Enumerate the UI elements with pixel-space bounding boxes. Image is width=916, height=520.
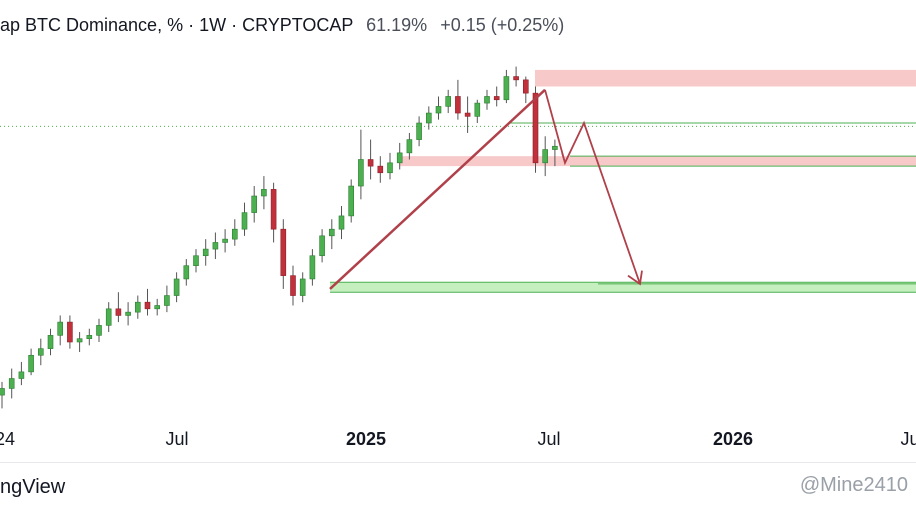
- candle: [425, 112, 432, 124]
- candle: [37, 348, 44, 356]
- x-tick-label: Jul: [165, 429, 188, 449]
- demand-zone: [330, 282, 916, 293]
- watermark: @Mine2410: [799, 474, 908, 496]
- candle: [86, 335, 93, 339]
- candle: [416, 122, 422, 140]
- candle: [154, 305, 160, 310]
- candle: [484, 96, 490, 104]
- candle: [96, 325, 102, 336]
- candle: [202, 248, 209, 257]
- candle: [358, 159, 364, 187]
- trend-line: [329, 88, 546, 290]
- candle: [309, 255, 316, 280]
- chart-header: ap BTC Dominance, % · 1W · CRYPTOCAP 61.…: [0, 10, 564, 40]
- candle: [241, 212, 248, 230]
- candle: [280, 228, 287, 276]
- candle: [319, 235, 325, 257]
- x-tick-label: Ju: [900, 429, 916, 449]
- small-arrow-head: [561, 152, 570, 165]
- candle: [232, 228, 238, 240]
- candle: [135, 301, 141, 313]
- projection-path: [544, 89, 641, 285]
- candle: [445, 96, 452, 107]
- candle: [125, 311, 131, 316]
- footer-divider: [0, 462, 916, 463]
- candle: [522, 79, 529, 94]
- candle: [290, 275, 296, 296]
- candle: [0, 388, 5, 396]
- candle: [193, 255, 199, 266]
- candle: [474, 102, 481, 117]
- candle: [338, 215, 345, 230]
- symbol-title[interactable]: ap BTC Dominance, % · 1W · CRYPTOCAP: [0, 15, 354, 35]
- candle: [542, 149, 549, 164]
- candle: [57, 321, 64, 336]
- candle: [164, 295, 170, 306]
- price-change: +0.15 (+0.25%): [440, 15, 565, 35]
- x-tick-label: Jul: [537, 429, 560, 449]
- candle: [47, 335, 54, 349]
- candle: [493, 96, 500, 101]
- candle: [8, 378, 15, 389]
- candle: [532, 92, 539, 164]
- x-tick-label: 2026: [713, 429, 753, 449]
- candle: [377, 165, 384, 174]
- candle: [251, 195, 257, 213]
- candle: [387, 162, 393, 174]
- candle: [270, 189, 277, 230]
- candle: [212, 242, 219, 250]
- candle: [28, 354, 34, 373]
- candle: [67, 321, 73, 343]
- candle: [115, 308, 122, 316]
- candle: [328, 228, 335, 237]
- candle: [348, 185, 355, 217]
- arrow-head: [627, 270, 643, 286]
- x-tick-label: 2025: [346, 429, 386, 449]
- candle: [503, 76, 510, 101]
- candle: [455, 96, 461, 114]
- candle: [464, 112, 471, 117]
- candle: [261, 189, 267, 197]
- candle: [513, 76, 519, 81]
- candle: [144, 301, 151, 310]
- support-zone: [400, 156, 916, 167]
- last-price: 61.19%: [366, 15, 428, 35]
- tradingview-brand[interactable]: ngView: [0, 476, 66, 498]
- candle: [406, 139, 413, 154]
- candle: [299, 278, 306, 296]
- supply-zone: [535, 69, 916, 87]
- candle: [222, 238, 228, 243]
- candle: [18, 371, 25, 379]
- candle: [552, 145, 558, 150]
- candle: [435, 106, 442, 114]
- candle: [76, 338, 83, 343]
- candle: [173, 278, 180, 296]
- candle: [183, 265, 190, 280]
- candle: [396, 152, 403, 164]
- candle: [367, 159, 374, 167]
- x-tick-label: 24: [0, 429, 15, 449]
- candle: [105, 308, 112, 326]
